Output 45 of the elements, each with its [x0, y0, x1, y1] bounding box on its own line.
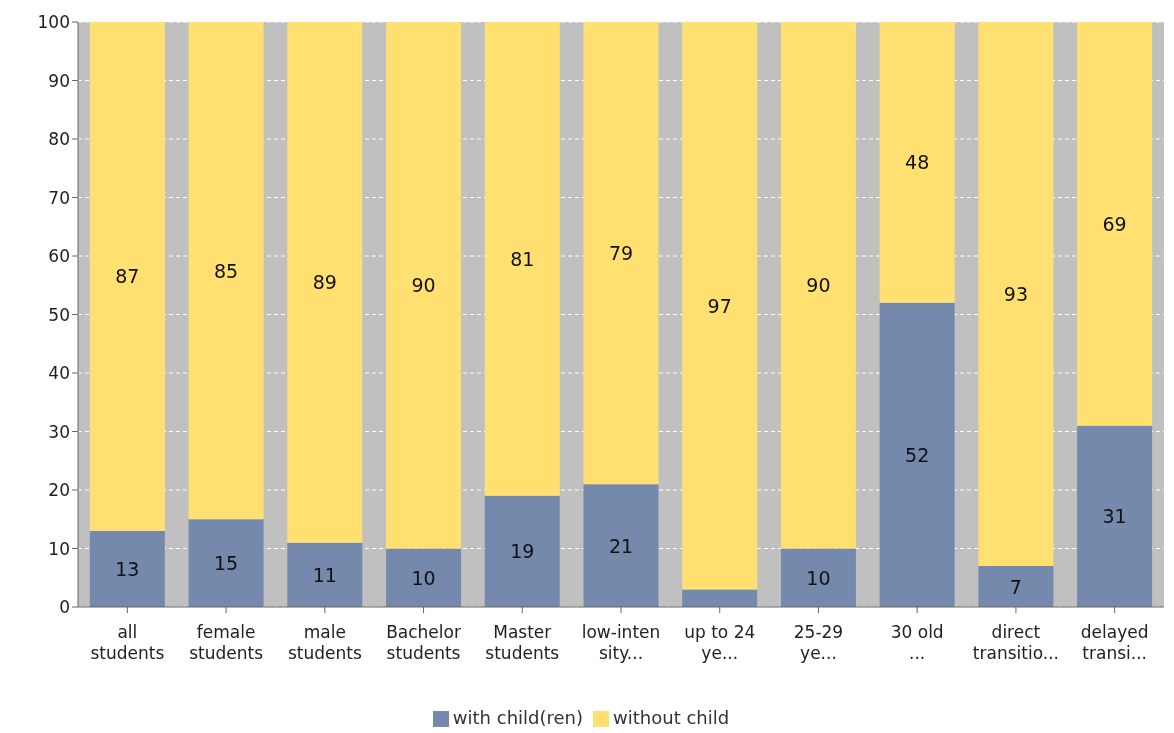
- y-tick-label: 60: [48, 246, 70, 267]
- data-label: 10: [806, 566, 831, 589]
- data-label: 97: [707, 294, 732, 317]
- y-tick-label: 50: [48, 304, 70, 325]
- data-label: 31: [1102, 505, 1127, 528]
- data-label: 10: [411, 566, 436, 589]
- y-tick-label: 30: [48, 421, 70, 442]
- data-label: 19: [510, 540, 535, 563]
- x-tick-label: 30 old ...: [890, 622, 944, 663]
- data-label: 90: [806, 274, 831, 297]
- y-tick-label: 20: [48, 480, 70, 501]
- y-tick-label: 70: [48, 187, 70, 208]
- data-label: 87: [115, 265, 140, 288]
- y-tick-label: 0: [59, 597, 70, 618]
- data-label: 81: [510, 247, 535, 270]
- y-tick-label: 40: [48, 363, 70, 384]
- x-tick-label: female students: [189, 622, 264, 663]
- x-tick-label: Master students: [485, 622, 560, 663]
- data-label: 69: [1102, 212, 1127, 235]
- x-tick-label: up to 24 ye...: [684, 622, 756, 663]
- data-label: 21: [608, 534, 634, 557]
- y-tick-label: 90: [48, 70, 70, 91]
- data-label: 13: [115, 557, 140, 580]
- legend-label: without child: [613, 707, 730, 728]
- y-tick-label: 100: [37, 12, 70, 33]
- x-tick-label: delayed transi...: [1080, 622, 1149, 663]
- x-tick-label: low-intensity...: [581, 622, 661, 663]
- x-tick-label: direct transitio...: [972, 622, 1059, 663]
- data-label: 79: [608, 242, 634, 265]
- legend-label: with child(ren): [452, 707, 584, 728]
- x-tick-label: 25-29 ye...: [793, 622, 844, 663]
- x-tick-label: male students: [287, 622, 362, 663]
- x-tick-label: Bachelor students: [386, 622, 461, 663]
- data-label: 52: [905, 443, 930, 466]
- data-label: 7: [1009, 575, 1022, 598]
- data-label: 93: [1003, 283, 1028, 306]
- data-label: 85: [213, 259, 239, 282]
- y-tick-label: 10: [48, 538, 70, 559]
- data-label: 11: [312, 563, 337, 586]
- data-label: 90: [411, 274, 436, 297]
- data-label: 89: [312, 271, 337, 294]
- y-tick-label: 80: [48, 129, 70, 150]
- data-label: 48: [905, 151, 930, 174]
- x-tick-label: all students: [90, 622, 165, 663]
- data-label: 15: [213, 552, 239, 575]
